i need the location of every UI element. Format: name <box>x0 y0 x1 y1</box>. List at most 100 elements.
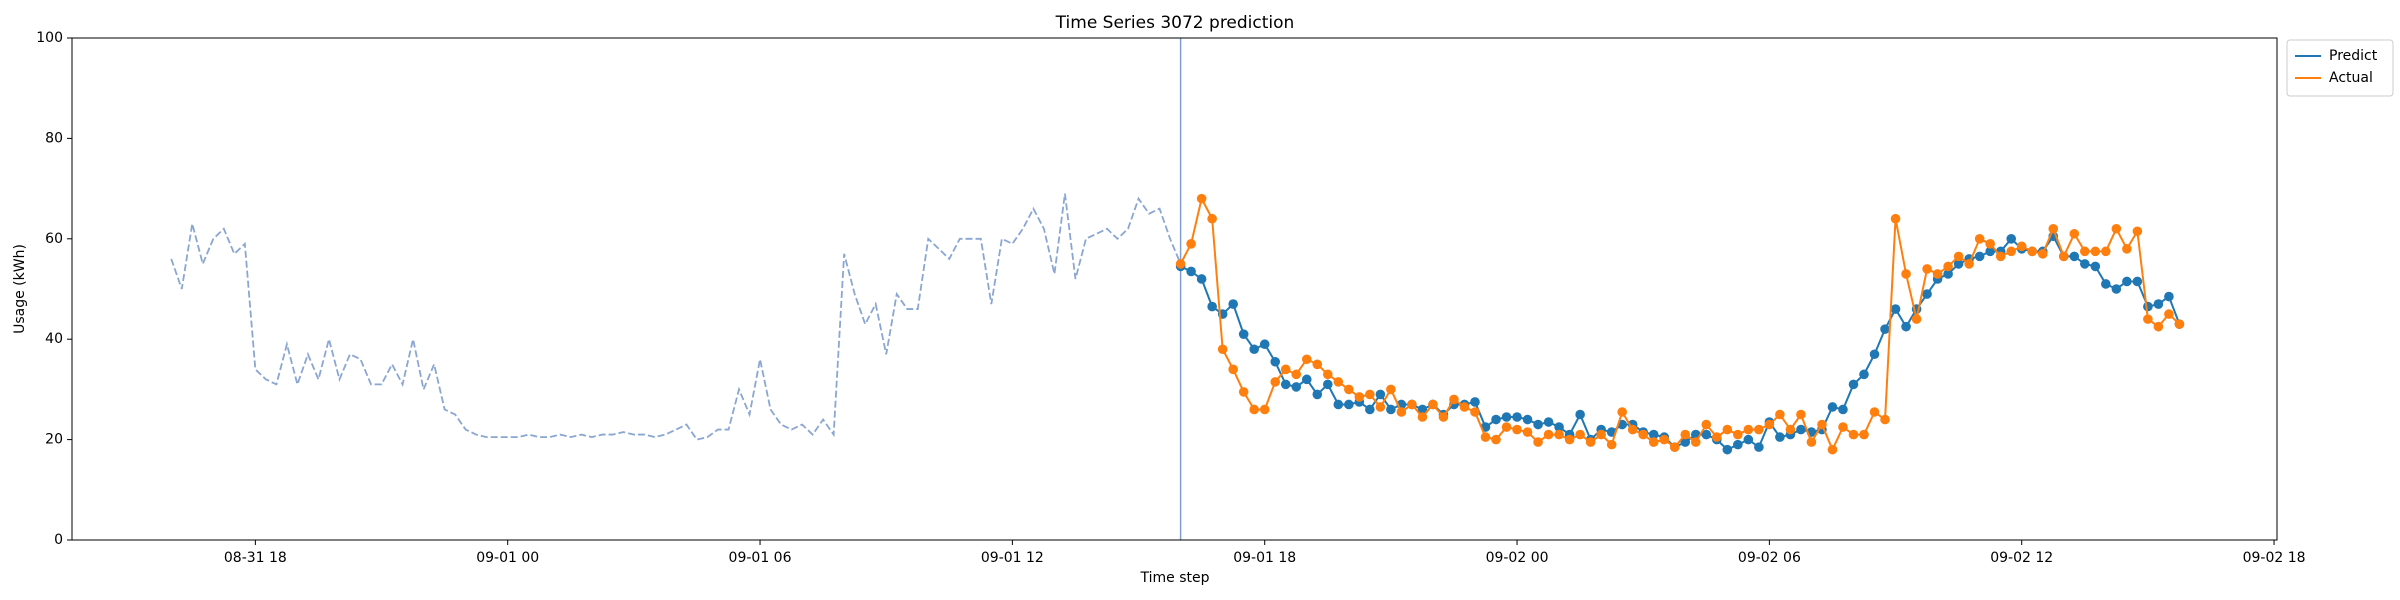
point <box>2016 241 2027 252</box>
point <box>1365 389 1375 400</box>
y-tick-label: 40 <box>45 331 63 347</box>
point <box>1249 344 1259 355</box>
point <box>1491 414 1501 425</box>
point <box>2164 309 2174 319</box>
point <box>1880 324 1890 334</box>
point <box>1186 266 1196 277</box>
point <box>1333 399 1344 410</box>
point <box>1669 442 1680 452</box>
point <box>1848 429 1859 440</box>
point <box>2048 223 2059 234</box>
point <box>1922 289 1932 299</box>
point <box>1491 434 1501 445</box>
point <box>1207 213 1217 224</box>
point <box>1911 314 1922 324</box>
point <box>1533 437 1543 447</box>
point <box>2058 251 2069 262</box>
point <box>1522 427 1533 437</box>
x-tick-label: 09-02 06 <box>1738 550 1801 566</box>
point <box>2080 246 2090 257</box>
point <box>2143 301 2153 312</box>
point <box>2101 279 2111 289</box>
point <box>1943 269 1953 279</box>
x-tick-label: 09-01 18 <box>1233 550 1296 566</box>
point <box>2132 276 2143 287</box>
point <box>2006 234 2017 244</box>
point <box>1901 269 1911 279</box>
point <box>2027 246 2038 257</box>
point <box>1554 422 1564 432</box>
y-tick-label: 0 <box>54 532 63 548</box>
point <box>1838 404 1848 415</box>
point <box>1564 434 1575 445</box>
point <box>1901 321 1911 332</box>
point <box>1291 382 1302 392</box>
point <box>1386 404 1396 415</box>
point <box>1344 384 1354 395</box>
point <box>1575 429 1585 440</box>
point <box>1869 349 1880 360</box>
point <box>1470 397 1480 407</box>
point <box>1733 429 1743 440</box>
plot-area <box>170 38 2185 540</box>
point <box>1228 364 1238 375</box>
point <box>2037 249 2048 259</box>
point <box>1796 424 1806 435</box>
point <box>1375 402 1386 412</box>
point <box>1238 329 1249 339</box>
point <box>1449 394 1459 405</box>
point <box>1375 389 1386 400</box>
y-tick-label: 100 <box>36 30 63 46</box>
chart-title: Time Series 3072 prediction <box>1055 13 1295 33</box>
point <box>1943 261 1953 272</box>
point <box>2153 299 2164 309</box>
point <box>1238 387 1249 397</box>
point <box>1533 419 1543 430</box>
point <box>1438 412 1449 422</box>
point <box>1985 239 1995 249</box>
point <box>1701 419 1712 430</box>
x-tick-label: 09-02 00 <box>1486 550 1549 566</box>
point <box>1754 442 1764 452</box>
point <box>1796 409 1806 420</box>
point <box>1974 251 1985 262</box>
point <box>1890 213 1901 224</box>
point <box>1606 439 1617 450</box>
x-tick-label: 08-31 18 <box>224 550 287 566</box>
x-tick-label: 09-02 18 <box>2243 550 2306 566</box>
point <box>1680 437 1691 447</box>
point <box>1512 424 1522 435</box>
point <box>1543 429 1554 440</box>
x-tick-label: 09-01 06 <box>729 550 792 566</box>
point <box>1743 424 1754 435</box>
axes-frame <box>71 37 2278 541</box>
point <box>1301 354 1312 365</box>
legend-box <box>2286 39 2394 97</box>
legend-label: Actual <box>2329 70 2373 86</box>
point <box>1617 407 1627 417</box>
point <box>1522 414 1533 425</box>
point <box>1312 389 1323 400</box>
point <box>1890 304 1901 314</box>
point <box>1186 239 1196 249</box>
point <box>1743 434 1754 445</box>
point <box>1648 437 1659 447</box>
point <box>2090 261 2101 272</box>
point <box>1196 274 1207 284</box>
point <box>1501 412 1512 422</box>
point <box>1775 409 1785 420</box>
point <box>1280 364 1291 375</box>
x-axis-label: Time step <box>1140 570 1210 586</box>
point <box>1880 414 1890 425</box>
point <box>2069 228 2080 239</box>
point <box>1827 444 1838 455</box>
point <box>1585 437 1596 447</box>
legend-label: Predict <box>2329 48 2378 64</box>
y-tick-label: 80 <box>45 130 63 146</box>
point <box>1701 429 1712 440</box>
point <box>1207 301 1217 312</box>
point <box>1827 402 1838 412</box>
point <box>1543 417 1554 427</box>
point <box>2143 314 2153 324</box>
